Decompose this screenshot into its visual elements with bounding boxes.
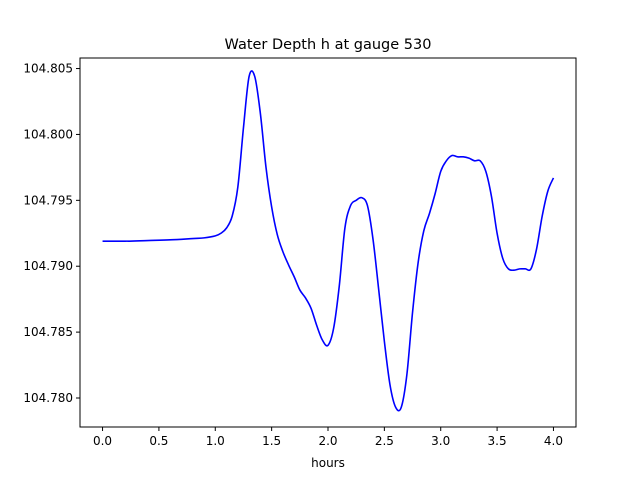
x-tick-label: 2.0 xyxy=(318,434,337,448)
x-tick-label: 0.0 xyxy=(93,434,112,448)
y-tick-label: 104.790 xyxy=(23,259,73,273)
y-tick-label: 104.805 xyxy=(23,62,73,76)
x-tick-label: 1.0 xyxy=(206,434,225,448)
x-tick-label: 0.5 xyxy=(149,434,168,448)
y-tick-label: 104.800 xyxy=(23,127,73,141)
series-layer xyxy=(102,70,555,412)
y-tick-label: 104.785 xyxy=(23,325,73,339)
series-line xyxy=(102,70,555,412)
chart-title: Water Depth h at gauge 530 xyxy=(225,37,432,53)
x-axis-label: hours xyxy=(311,456,345,470)
x-tick-label: 3.0 xyxy=(431,434,450,448)
y-tick-label: 104.780 xyxy=(23,391,73,405)
x-tick-label: 3.5 xyxy=(488,434,507,448)
y-tick-label: 104.795 xyxy=(23,193,73,207)
x-tick-label: 1.5 xyxy=(262,434,281,448)
x-axis-ticks: 0.0 0.5 1.0 1.5 2.0 2.5 3.0 3.5 4.0 xyxy=(93,427,563,448)
x-tick-label: 2.5 xyxy=(375,434,394,448)
x-tick-label: 4.0 xyxy=(544,434,563,448)
plot-area-frame xyxy=(79,57,577,428)
y-axis-ticks: 104.780 104.785 104.790 104.795 104.800 104.8… xyxy=(23,62,80,405)
